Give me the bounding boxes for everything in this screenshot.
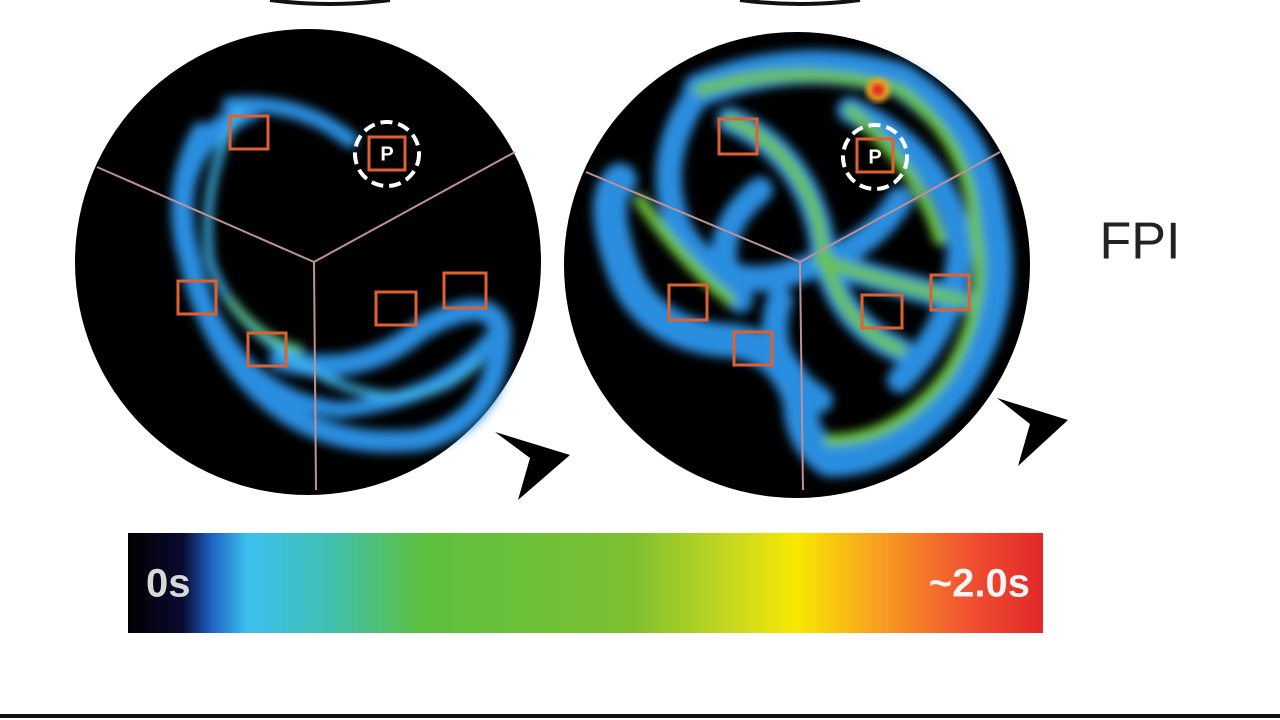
crop-edge [269,0,391,6]
platform-label: P [868,146,881,168]
heatmap-panel: P [564,32,1068,498]
arrowhead [997,398,1068,466]
colorbar [128,533,1043,633]
divider [0,714,1280,718]
crop-edge [739,0,861,6]
colorbar-max-label: ~2.0s [929,562,1030,606]
group-label: FPI [1100,213,1181,271]
arrowhead [495,432,570,500]
heatmap-panel: P [75,29,570,500]
colorbar-min-label: 0s [146,562,191,606]
platform-label: P [380,143,393,165]
